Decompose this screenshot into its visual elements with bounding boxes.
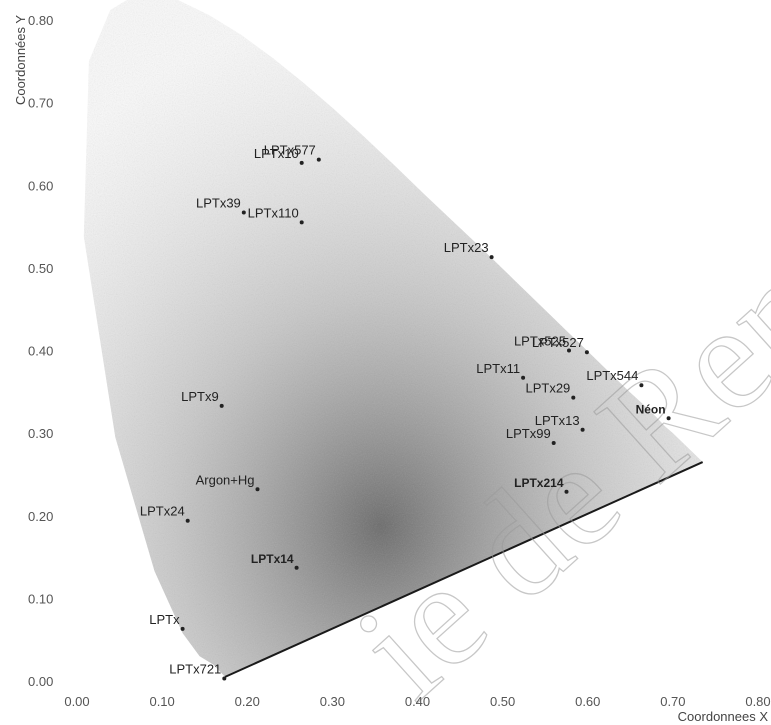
y-tick-label: 0.20 xyxy=(28,509,53,524)
data-point xyxy=(219,403,224,408)
data-point xyxy=(580,427,585,432)
y-tick-label: 0.40 xyxy=(28,344,53,359)
x-tick-label: 0.30 xyxy=(320,694,345,709)
point-label: LPTx544 xyxy=(586,368,638,383)
x-tick-label: 0.50 xyxy=(490,694,515,709)
data-point xyxy=(571,395,576,400)
data-point xyxy=(241,210,246,215)
y-tick-label: 0.50 xyxy=(28,261,53,276)
point-label: LPTx214 xyxy=(514,476,564,490)
data-point xyxy=(222,676,227,681)
point-label: LPTx14 xyxy=(251,552,294,566)
purple-line xyxy=(224,461,704,678)
point-label: Néon xyxy=(636,402,666,416)
data-point xyxy=(564,489,569,494)
y-tick-label: 0.00 xyxy=(28,674,53,689)
point-label: LPTx527 xyxy=(532,335,584,350)
x-tick-label: 0.10 xyxy=(149,694,174,709)
data-point xyxy=(666,416,671,421)
x-tick-label: 0.80 xyxy=(745,694,770,709)
y-axis-title: Coordonnées Y xyxy=(13,15,28,105)
point-label: LPTx23 xyxy=(444,240,489,255)
data-point xyxy=(551,441,556,445)
data-points: LPTx577LPTx10LPTx39LPTx110LPTx23LPTx525L… xyxy=(140,143,671,681)
point-label: LPTx525 xyxy=(514,334,566,349)
data-point xyxy=(567,348,571,353)
point-label: LPTx11 xyxy=(476,361,520,376)
point-label: LPTx110 xyxy=(248,205,299,220)
chromaticity-locus-texture xyxy=(83,0,703,677)
point-label: LPTx29 xyxy=(525,381,570,396)
data-point xyxy=(316,157,321,162)
point-label: LPTx9 xyxy=(181,389,219,404)
y-tick-label: 0.60 xyxy=(28,178,53,193)
x-tick-label: 0.60 xyxy=(575,694,600,709)
y-tick-label: 0.30 xyxy=(28,426,53,441)
point-label: LPTx24 xyxy=(140,504,185,519)
y-axis-ticks: 0.00 0.10 0.20 0.30 0.40 0.50 0.60 0.70 0.80 xyxy=(28,13,53,689)
data-point xyxy=(639,383,644,388)
data-point xyxy=(180,626,185,631)
y-tick-label: 0.10 xyxy=(28,591,53,606)
point-label: LPTx10 xyxy=(254,146,299,161)
data-point xyxy=(521,375,526,380)
point-label: LPTx99 xyxy=(506,426,551,441)
x-tick-label: 0.20 xyxy=(235,694,260,709)
y-axis-label: Coordonnées Y xyxy=(13,15,28,105)
y-tick-label: 0.70 xyxy=(28,96,53,111)
data-point xyxy=(255,487,260,492)
data-point xyxy=(185,518,190,523)
point-label: Argon+Hg xyxy=(196,472,255,487)
x-axis-ticks: 0.00 0.10 0.20 0.30 0.40 0.50 0.60 0.70 0.80 xyxy=(64,694,770,709)
x-axis-label: Coordonnees X xyxy=(678,709,769,724)
point-label: LPTx13 xyxy=(535,413,580,428)
data-point xyxy=(584,350,589,355)
data-point xyxy=(299,220,304,225)
data-point xyxy=(489,255,494,260)
x-tick-label: 0.00 xyxy=(64,694,89,709)
x-tick-label: 0.40 xyxy=(405,694,430,709)
x-tick-label: 0.70 xyxy=(660,694,685,709)
data-point xyxy=(294,565,299,570)
point-label: LPTx577 xyxy=(264,143,316,158)
point-label: LPTx xyxy=(149,612,180,627)
data-point xyxy=(299,160,304,165)
point-label: LPTx721 xyxy=(169,662,221,677)
point-label: LPTx39 xyxy=(196,196,241,211)
y-tick-label: 0.80 xyxy=(28,13,53,28)
